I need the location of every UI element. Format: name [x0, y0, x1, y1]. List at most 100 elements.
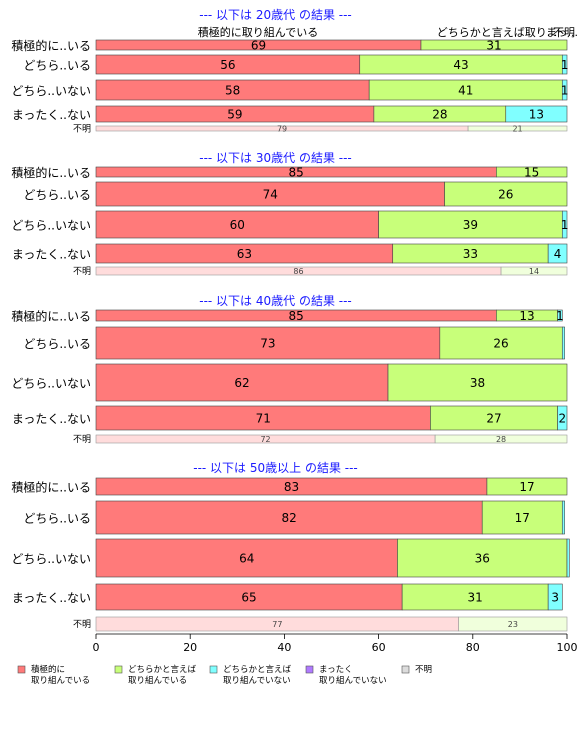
- bar-value-label: 1: [561, 84, 569, 98]
- bar-value-label: 31: [468, 591, 483, 605]
- bar-value-label: 2: [558, 412, 566, 426]
- bar-segment: [458, 616, 568, 632]
- bar-value-label: 59: [227, 108, 242, 122]
- legend: 積極的に取り組んでいるどちらかと言えば取り組んでいるどちらかと言えば取り組んでい…: [17, 664, 432, 686]
- bar-segment: [420, 39, 568, 51]
- bar-row: 不明 77 23: [73, 616, 568, 632]
- bar-value-label: 31: [486, 39, 501, 53]
- bar-value-label: 28: [432, 108, 447, 122]
- legend-label: 不明: [415, 665, 432, 675]
- bar-row: どちら..いる 82 17: [23, 500, 565, 535]
- bar-value-label: 71: [256, 412, 271, 426]
- bar-segment: [439, 326, 563, 360]
- bar-segment: [561, 210, 568, 239]
- row-label: どちら..いない: [11, 84, 91, 98]
- row-label: 積極的に..いる: [11, 309, 91, 324]
- bar-row: 不明 72 28: [73, 434, 568, 445]
- x-tick-label: 60: [372, 641, 386, 654]
- bar-row: どちら..いる 74 26: [23, 181, 568, 207]
- bar-value-label: 15: [524, 166, 539, 180]
- bar-value-label: 4: [554, 247, 562, 261]
- bar-value-label: 69: [251, 39, 266, 53]
- row-label: まったく..ない: [12, 591, 91, 605]
- legend-swatch: [114, 665, 123, 674]
- legend-label: どちらかと言えば: [128, 664, 197, 675]
- x-tick-label: 80: [466, 641, 480, 654]
- bar-value-label: 43: [453, 58, 468, 72]
- bar-segment: [557, 309, 563, 322]
- bar-segment: [561, 79, 568, 101]
- bar-row: どちら..いない 58 41 1: [11, 79, 569, 101]
- bar-value-label: 65: [241, 591, 256, 605]
- bar-row: まったく..ない 59 28 13: [12, 105, 568, 123]
- bar-segment: [95, 326, 441, 360]
- bar-row: どちら..いない 64 36: [11, 538, 570, 578]
- bar-value-label: 56: [220, 58, 235, 72]
- bar-row: どちら..いない 62 38: [11, 363, 568, 402]
- bar-segment: [95, 181, 445, 207]
- bar-value-label: 60: [230, 218, 245, 232]
- row-label: まったく..ない: [12, 248, 91, 262]
- bar-value-label: 17: [519, 480, 534, 494]
- legend-label: まったく: [319, 665, 353, 675]
- row-label: 不明: [73, 434, 91, 445]
- row-label: 不明: [73, 124, 91, 135]
- bar-row: どちら..いる 56 43 1: [23, 54, 569, 75]
- top-annotations: 積極的に取り組んでいる どちらかと言えば取り... まっ... 不明: [198, 25, 578, 39]
- bar-value-label: 63: [237, 247, 252, 261]
- bar-segment: [467, 125, 568, 132]
- bar-value-label: 26: [498, 188, 513, 202]
- bar-value-label: 14: [529, 267, 539, 276]
- row-label: 積極的に..いる: [11, 165, 91, 180]
- bar-value-label: 3: [551, 591, 559, 605]
- bar-row: まったく..ない 63 33 4: [12, 243, 568, 264]
- top-annotation-2: どちらかと言えば取り...: [437, 26, 558, 39]
- bar-value-label: 13: [519, 309, 534, 323]
- bar-value-label: 1: [561, 218, 569, 232]
- panel-title: --- 以下は 40歳代 の結果 ---: [199, 294, 352, 308]
- bar-value-label: 21: [512, 125, 522, 134]
- legend-label: 積極的に: [31, 664, 65, 675]
- panel-2: --- 以下は 30歳代 の結果 --- 積極的に..いる 85 15 どちら..いる 7…: [11, 151, 568, 277]
- bar-segment: [547, 583, 563, 611]
- legend-item: 不明: [401, 665, 432, 675]
- bar-value-label: 64: [239, 552, 254, 566]
- bar-row: 不明 79 21: [73, 124, 568, 135]
- bar-value-label: 82: [281, 511, 296, 525]
- bar-value-label: 83: [284, 480, 299, 494]
- bar-value-label: 28: [496, 435, 506, 444]
- row-label: どちら..いない: [11, 552, 91, 566]
- bar-value-label: 1: [561, 58, 569, 72]
- bar-value-label: 1: [556, 309, 564, 323]
- bar-value-label: 77: [272, 620, 282, 629]
- bar-value-label: 26: [493, 337, 508, 351]
- row-label: まったく..ない: [12, 412, 91, 426]
- legend-label: 取り組んでいる: [128, 675, 187, 686]
- bar-segment: [561, 326, 565, 360]
- bar-value-label: 79: [277, 125, 287, 134]
- row-label: どちら..いない: [11, 377, 91, 391]
- row-label: どちら..いない: [11, 219, 91, 233]
- legend-swatch: [17, 665, 26, 674]
- row-label: どちら..いる: [23, 337, 91, 351]
- x-tick-label: 0: [93, 641, 100, 654]
- bar-segment: [434, 434, 568, 444]
- top-annotation-3: まっ...: [546, 26, 578, 39]
- bar-segment: [561, 54, 568, 75]
- legend-label: 取り組んでいる: [31, 675, 90, 686]
- x-tick-label: 100: [557, 641, 578, 654]
- legend-label: 取り組んでいない: [223, 675, 291, 686]
- row-label: 積極的に..いる: [11, 480, 91, 495]
- bar-value-label: 38: [470, 376, 485, 390]
- bar-segment: [378, 210, 563, 239]
- x-tick-label: 20: [183, 641, 197, 654]
- bar-value-label: 85: [289, 166, 304, 180]
- bar-row: どちら..いる 73 26: [23, 326, 565, 360]
- bar-value-label: 36: [475, 552, 490, 566]
- bar-segment: [561, 500, 565, 535]
- row-label: どちら..いる: [23, 59, 91, 73]
- top-annotation-4: 不明: [553, 26, 575, 39]
